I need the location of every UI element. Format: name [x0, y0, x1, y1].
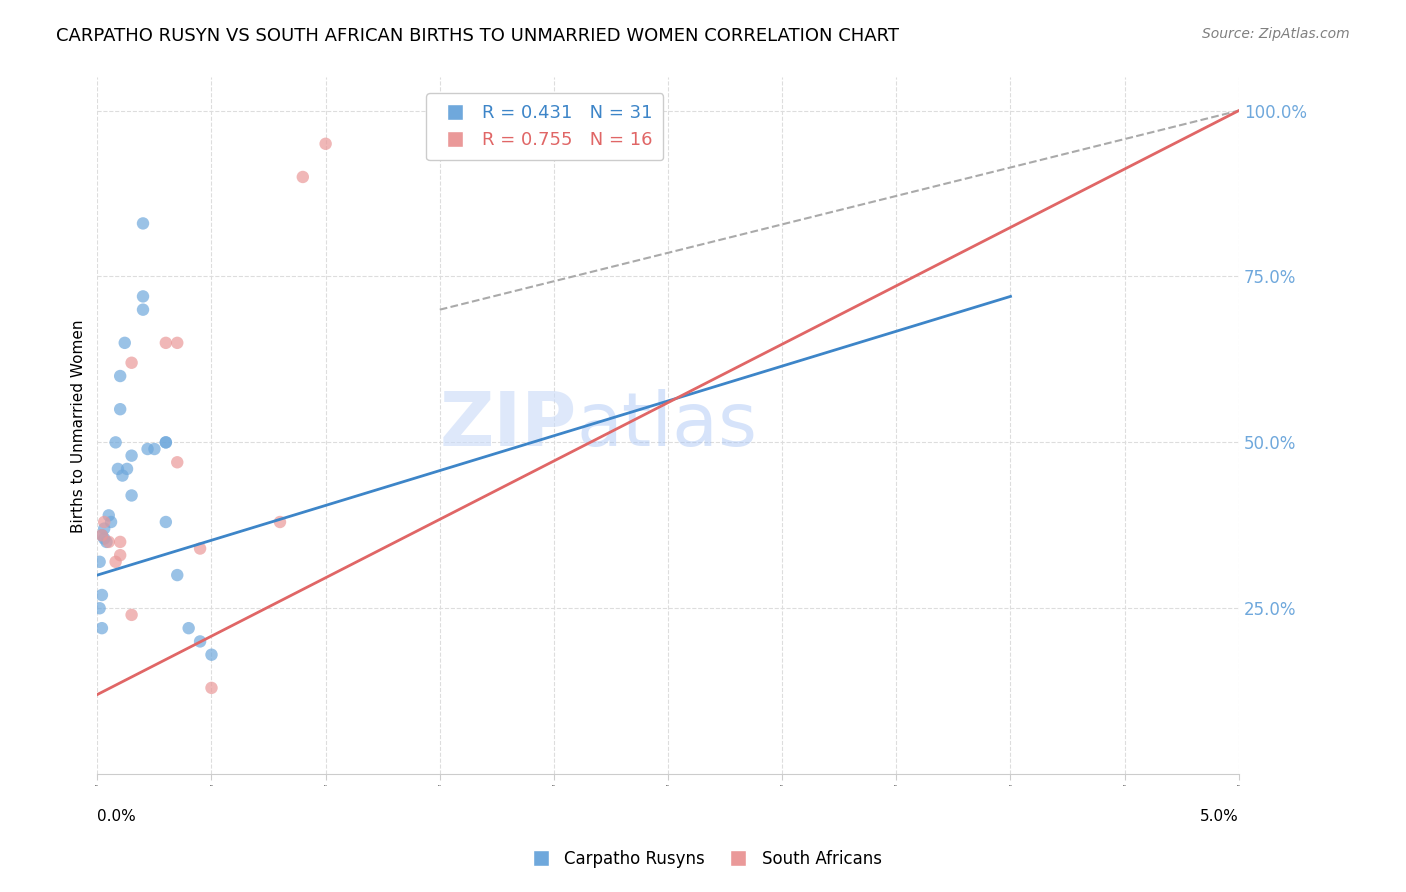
Point: [155, 335, 177, 350]
Point: [93, 522, 115, 536]
Point: [104, 435, 127, 450]
Point: [177, 621, 200, 635]
Point: [188, 541, 211, 556]
Point: [200, 681, 222, 695]
Point: [90, 528, 112, 542]
Point: [108, 535, 131, 549]
Point: [90, 621, 112, 635]
Point: [100, 515, 122, 529]
Point: [104, 555, 127, 569]
Point: [121, 356, 143, 370]
Point: [121, 488, 143, 502]
Legend: Carpatho Rusyns, South Africans: Carpatho Rusyns, South Africans: [517, 844, 889, 875]
Point: [155, 515, 177, 529]
Point: [115, 462, 138, 476]
Point: [132, 302, 155, 317]
Point: [166, 455, 188, 469]
Point: [97, 508, 120, 523]
Point: [107, 462, 129, 476]
Point: [108, 369, 131, 384]
Text: 5.0%: 5.0%: [1201, 809, 1239, 824]
Point: [121, 607, 143, 622]
Text: Source: ZipAtlas.com: Source: ZipAtlas.com: [1202, 27, 1350, 41]
Point: [155, 435, 177, 450]
Point: [97, 535, 120, 549]
Point: [93, 515, 115, 529]
Text: ZIP: ZIP: [440, 389, 576, 462]
Point: [132, 289, 155, 303]
Point: [121, 449, 143, 463]
Point: [291, 169, 314, 184]
Point: [166, 568, 188, 582]
Text: atlas: atlas: [576, 389, 758, 462]
Text: CARPATHO RUSYN VS SOUTH AFRICAN BIRTHS TO UNMARRIED WOMEN CORRELATION CHART: CARPATHO RUSYN VS SOUTH AFRICAN BIRTHS T…: [56, 27, 900, 45]
Point: [96, 535, 118, 549]
Text: 0.0%: 0.0%: [97, 809, 136, 824]
Point: [200, 648, 222, 662]
Point: [89, 601, 111, 615]
Point: [155, 435, 177, 450]
Point: [93, 532, 115, 546]
Legend: R = 0.431   N = 31, R = 0.755   N = 16: R = 0.431 N = 31, R = 0.755 N = 16: [426, 94, 664, 161]
Point: [132, 216, 155, 230]
Point: [143, 442, 166, 456]
Y-axis label: Births to Unmarried Women: Births to Unmarried Women: [72, 319, 86, 533]
Point: [108, 402, 131, 417]
Point: [90, 588, 112, 602]
Point: [166, 335, 188, 350]
Point: [269, 515, 291, 529]
Point: [315, 136, 337, 151]
Point: [111, 468, 134, 483]
Point: [188, 634, 211, 648]
Point: [89, 555, 111, 569]
Point: [108, 548, 131, 562]
Point: [90, 528, 112, 542]
Point: [114, 335, 136, 350]
Point: [136, 442, 159, 456]
